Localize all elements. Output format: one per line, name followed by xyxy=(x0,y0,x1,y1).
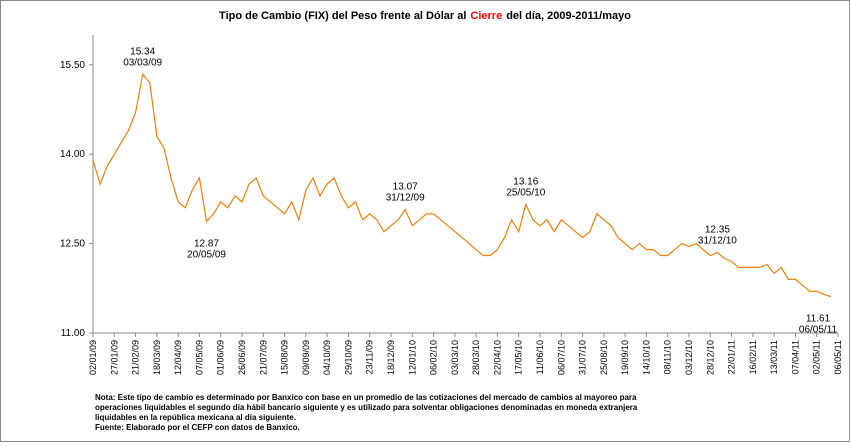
annotation-value: 13.07 xyxy=(393,182,418,193)
note-line: liquidables en la república mexicana al … xyxy=(95,413,296,422)
x-tick-label: 01/06/09 xyxy=(216,340,226,375)
x-tick-label: 28/12/10 xyxy=(705,340,715,375)
x-tick-label: 25/08/10 xyxy=(599,340,609,375)
annotation-date: 25/05/10 xyxy=(506,187,545,198)
x-tick-label: 15/08/09 xyxy=(280,340,290,375)
x-tick-label: 03/12/10 xyxy=(684,340,694,375)
x-tick-label: 22/01/11 xyxy=(727,340,737,374)
annotation-value: 15.34 xyxy=(130,46,155,57)
title-part: del día, 2009-2011/mayo xyxy=(506,10,631,22)
x-tick-label: 06/05/11 xyxy=(833,340,843,374)
x-tick-label: 19/09/10 xyxy=(620,340,630,375)
y-tick-label: 12.50 xyxy=(60,239,85,250)
x-tick-label: 18/12/09 xyxy=(386,340,396,375)
y-tick-label: 15.50 xyxy=(60,60,85,71)
x-tick-label: 08/11/10 xyxy=(663,340,673,374)
x-tick-label: 06/07/10 xyxy=(556,340,566,375)
x-tick-label: 04/10/09 xyxy=(322,340,332,375)
x-tick-label: 07/04/11 xyxy=(790,340,800,374)
annotation-date: 31/12/10 xyxy=(698,236,737,247)
x-tick-label: 21/07/09 xyxy=(258,340,268,375)
annotation-date: 20/05/09 xyxy=(187,250,226,261)
annotation-value: 12.35 xyxy=(705,225,730,236)
x-tick-label: 16/02/11 xyxy=(748,340,758,374)
x-tick-label: 02/01/09 xyxy=(88,340,98,375)
x-tick-label: 03/03/10 xyxy=(450,340,460,375)
x-tick-label: 09/09/09 xyxy=(301,340,311,375)
x-tick-label: 12/04/09 xyxy=(173,340,183,375)
x-tick-label: 29/10/09 xyxy=(343,340,353,375)
annotation-date: 03/03/09 xyxy=(123,57,162,68)
title-part: Tipo de Cambio (FIX) del Peso frente al … xyxy=(219,10,466,22)
x-tick-label: 18/03/09 xyxy=(152,340,162,375)
x-tick-label: 21/02/09 xyxy=(131,340,141,375)
x-tick-label: 23/11/09 xyxy=(365,340,375,374)
note-line: operaciones liquidables el segundo día h… xyxy=(95,403,638,412)
y-tick-label: 14.00 xyxy=(60,149,85,160)
x-tick-label: 22/04/10 xyxy=(492,340,502,375)
x-tick-label: 31/07/10 xyxy=(578,340,588,375)
annotation-value: 11.61 xyxy=(806,314,831,325)
y-tick-label: 11.00 xyxy=(61,328,86,339)
annotation-value: 12.87 xyxy=(194,239,219,250)
x-tick-label: 26/06/09 xyxy=(237,340,247,375)
x-tick-label: 13/03/11 xyxy=(769,340,779,374)
chart-title: Tipo de Cambio (FIX) del Peso frente al … xyxy=(219,10,631,22)
note-line: Fuente: Elaborado por el CEFP con datos … xyxy=(95,423,300,432)
x-tick-label: 12/01/10 xyxy=(407,340,417,375)
x-tick-label: 06/02/10 xyxy=(429,340,439,375)
annotation-date: 06/05/11 xyxy=(799,325,838,336)
title-part: Cierre xyxy=(470,10,502,22)
x-tick-label: 28/03/10 xyxy=(471,340,481,375)
x-tick-label: 07/05/09 xyxy=(194,340,204,375)
x-tick-label: 02/05/11 xyxy=(812,340,822,374)
x-tick-label: 17/05/10 xyxy=(514,340,524,375)
annotation-date: 31/12/09 xyxy=(386,193,425,204)
annotation-value: 13.16 xyxy=(513,176,538,187)
series-line xyxy=(92,72,832,298)
x-tick-label: 11/06/10 xyxy=(535,340,545,374)
note-line: Nota: Este tipo de cambio es determinado… xyxy=(95,393,637,402)
x-tick-label: 27/01/09 xyxy=(109,340,119,375)
x-tick-label: 14/10/10 xyxy=(641,340,651,375)
